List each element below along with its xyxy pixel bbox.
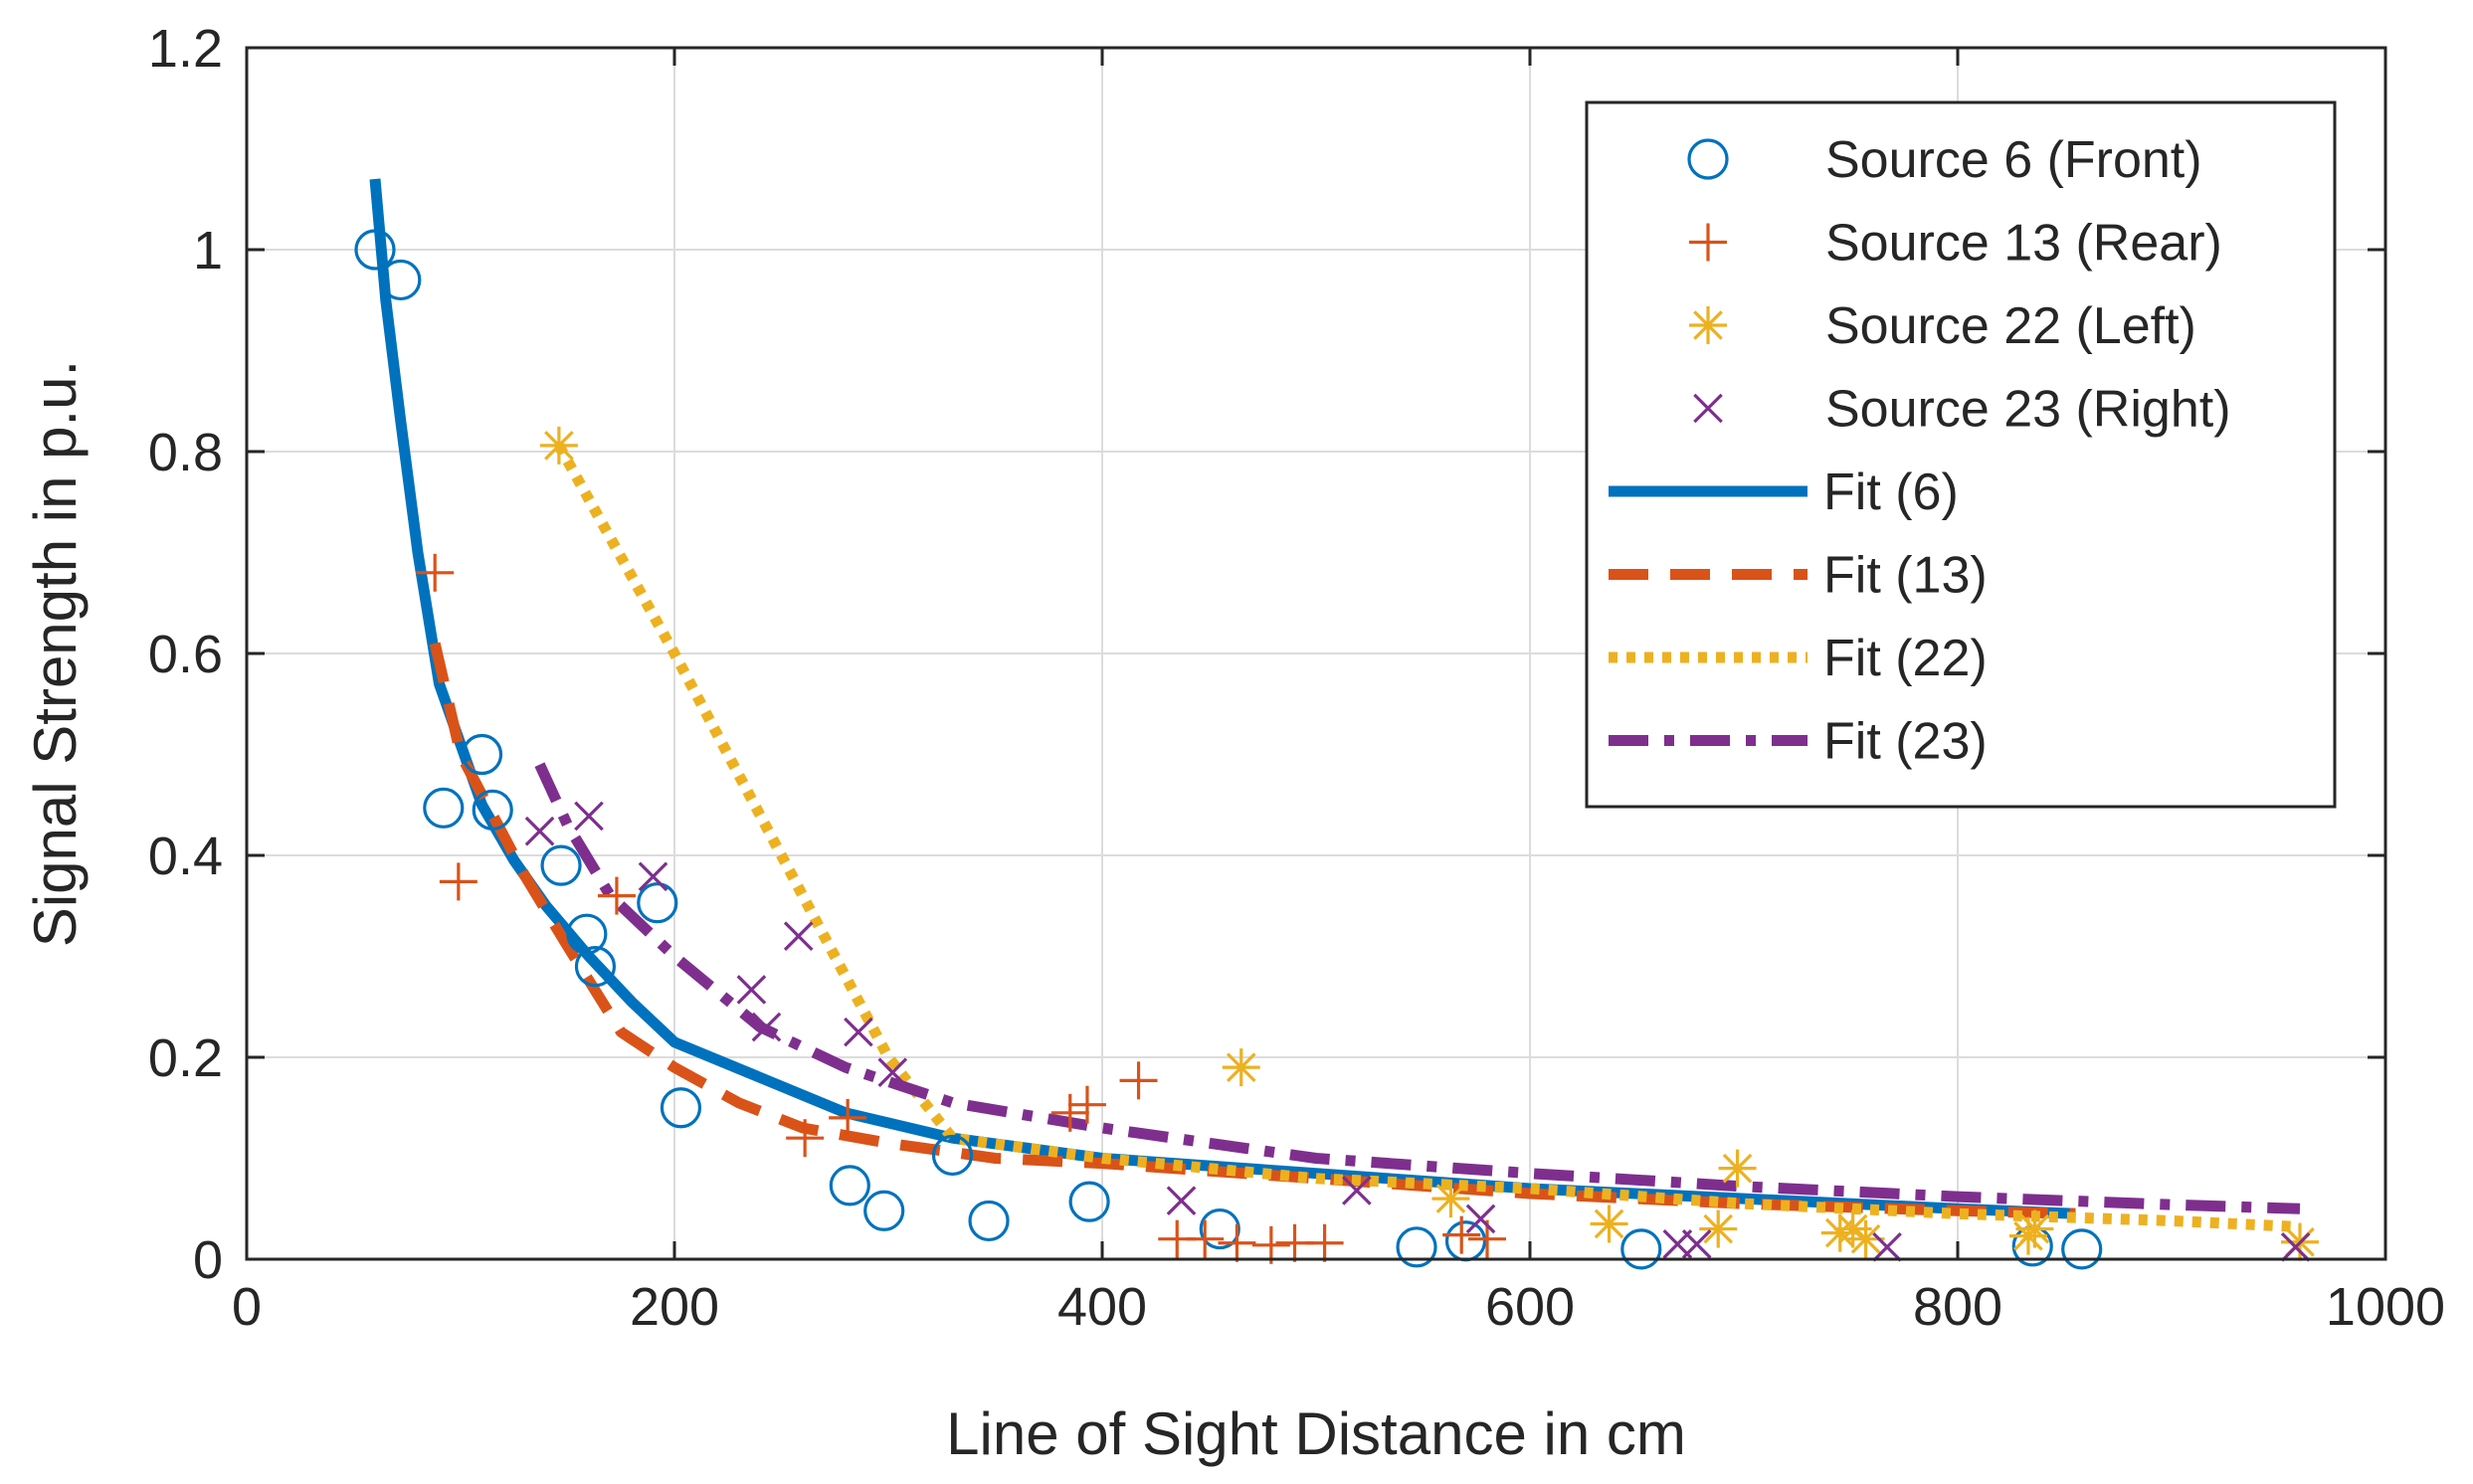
data-point-series-2 [2015,1209,2054,1248]
x-tick-label: 400 [1057,1277,1147,1337]
data-point-series-3 [638,861,668,892]
legend-marker-sample [1693,393,1723,424]
legend-label: Fit (22) [1823,630,1988,687]
y-axis-label: Signal Strength in p.u. [22,360,89,947]
data-point-series-1 [1442,1215,1481,1254]
data-point-series-0 [1068,1181,1110,1222]
data-point-series-0 [380,259,422,301]
legend-entry: Source 13 (Rear) [1689,215,2222,273]
data-point-series-1 [786,1119,825,1158]
data-point-series-0 [637,882,678,924]
data-point-series-3 [574,801,604,832]
x-tick-label: 800 [1913,1277,2002,1337]
data-point-series-0 [2061,1228,2103,1270]
legend: Source 6 (Front) Source 13 (Rear) Source 2… [1585,100,2337,809]
legend-box [1585,100,2337,809]
y-tick-label: 1.2 [148,19,223,79]
legend-label: Source 23 (Right) [1825,381,2231,439]
data-point-series-3 [783,921,814,952]
y-tick-label: 0.8 [148,423,223,482]
data-point-series-0 [461,733,503,776]
data-point-series-3 [1342,1176,1372,1206]
x-tick-label: 1000 [2326,1277,2445,1337]
data-point-series-1 [597,876,636,915]
data-point-series-3 [524,816,555,846]
data-point-series-3 [1681,1228,1712,1259]
data-point-series-0 [660,1087,702,1129]
data-point-series-1 [416,553,455,592]
y-tick-label: 1 [193,221,223,280]
data-point-series-0 [540,844,582,886]
legend-entry: Source 6 (Front) [1687,131,2202,189]
legend-entry: Source 23 (Right) [1693,381,2231,439]
legend-entry: Source 22 (Left) [1689,297,2196,355]
fit-line-series-5 [429,642,2076,1219]
legend-marker-sample [1689,306,1727,344]
data-markers [354,229,2319,1270]
data-point-series-0 [931,1134,974,1177]
legend-marker-sample [1689,223,1727,262]
x-tick-label: 600 [1485,1277,1575,1337]
legend-label: Source 13 (Rear) [1825,215,2222,273]
legend-marker-sample [1687,138,1729,180]
legend-entry: Fit (13) [1609,547,1988,605]
x-axis-label: Line of Sight Distance in cm [946,1400,1686,1467]
data-point-series-2 [1222,1048,1260,1087]
legend-entry: Fit (22) [1609,630,1988,687]
data-point-series-1 [1050,1093,1089,1132]
data-point-series-1 [1067,1085,1106,1124]
data-point-series-3 [2280,1232,2311,1262]
data-point-series-2 [1431,1180,1470,1218]
data-point-series-3 [736,975,767,1005]
x-tick-label: 200 [630,1277,719,1337]
data-point-series-0 [566,913,608,955]
data-point-series-0 [574,946,617,988]
legend-label: Fit (6) [1823,464,1959,521]
y-tick-label: 0 [193,1230,223,1290]
data-point-series-2 [1590,1205,1628,1243]
data-point-series-0 [472,789,513,831]
data-point-series-2 [539,426,578,464]
legend-label: Source 6 (Front) [1825,131,2202,189]
data-point-series-1 [829,1098,867,1137]
data-point-series-0 [1620,1228,1662,1270]
y-tick-label: 0.2 [148,1028,223,1088]
data-point-series-3 [844,1017,873,1047]
data-point-series-1 [1305,1223,1344,1262]
data-point-series-1 [439,862,477,901]
data-point-series-0 [423,787,465,829]
data-point-series-0 [829,1165,870,1206]
x-tick-label: 0 [232,1277,262,1337]
legend-entry: Fit (6) [1609,464,1959,521]
data-point-series-3 [1872,1232,1902,1262]
data-point-series-0 [354,229,396,271]
data-point-series-0 [1444,1220,1487,1262]
data-point-series-1 [1251,1225,1290,1264]
y-tick-label: 0.4 [148,827,223,886]
data-point-series-3 [751,1012,782,1042]
data-point-series-3 [1166,1186,1197,1215]
y-tick-label: 0.6 [148,625,223,684]
legend-label: Fit (23) [1823,713,1988,771]
data-point-series-0 [863,1190,905,1231]
fit-lines [369,178,2301,1232]
data-point-series-3 [1465,1204,1496,1234]
data-point-series-0 [1199,1207,1240,1250]
data-point-series-2 [1699,1209,1738,1248]
legend-label: Fit (13) [1823,547,1988,605]
fit-line-series-6 [554,443,2301,1232]
fit-line-series-7 [534,762,2301,1214]
legend-entry: Fit (23) [1609,713,1988,771]
data-point-series-1 [1218,1223,1256,1262]
data-point-series-0 [1396,1226,1437,1268]
data-point-series-1 [1119,1061,1158,1100]
axis-ticks: 0 200 400 600 800 1000 0 0.2 0.4 0.6 0.8 1 1.2 [148,19,2445,1337]
data-point-series-2 [1718,1149,1757,1188]
legend-label: Source 22 (Left) [1825,297,2196,355]
data-point-series-1 [1186,1219,1225,1258]
data-point-series-0 [968,1200,1010,1242]
data-point-series-3 [877,1057,908,1088]
